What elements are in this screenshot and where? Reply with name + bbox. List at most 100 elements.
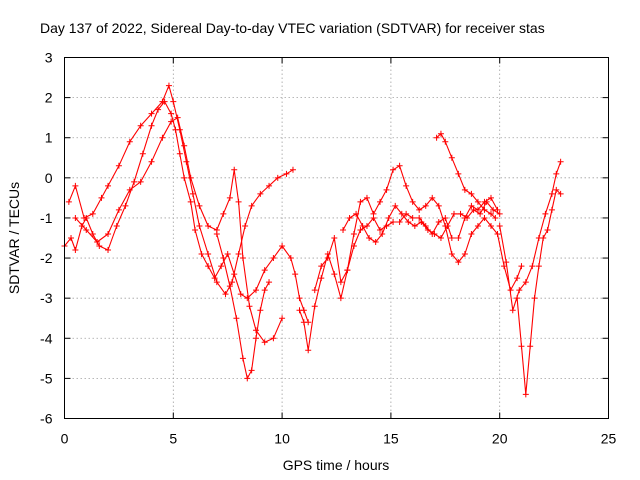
- data-point: [377, 198, 384, 205]
- data-point: [187, 198, 194, 205]
- data-point: [431, 230, 438, 237]
- data-point: [170, 98, 177, 105]
- data-point: [531, 295, 538, 302]
- data-point: [222, 291, 229, 298]
- data-point: [514, 295, 521, 302]
- data-point: [300, 319, 307, 326]
- data-point: [181, 174, 188, 181]
- data-point: [464, 214, 471, 221]
- data-point: [131, 178, 138, 185]
- data-point: [331, 235, 338, 241]
- data-point: [481, 214, 488, 221]
- data-point: [518, 263, 525, 270]
- data-point: [196, 202, 203, 209]
- data-point: [370, 210, 377, 217]
- data-point: [455, 259, 462, 266]
- grid: [64, 57, 609, 419]
- y-tick-label: 3: [45, 50, 53, 66]
- data-point: [416, 206, 423, 213]
- y-tick-label: -2: [40, 250, 53, 266]
- data-point: [444, 222, 451, 229]
- data-point: [148, 158, 155, 165]
- data-point: [461, 251, 468, 258]
- data-point: [435, 218, 442, 225]
- data-point: [289, 166, 296, 173]
- data-point: [487, 210, 494, 217]
- data-point: [187, 174, 194, 181]
- data-point: [248, 202, 255, 209]
- data-point: [242, 222, 249, 229]
- data-point: [98, 194, 105, 201]
- y-tick-label: -1: [40, 210, 53, 226]
- data-point: [398, 210, 405, 217]
- y-tick-label: 0: [45, 170, 53, 186]
- x-tick-label: 10: [274, 431, 290, 447]
- data-point: [483, 198, 490, 205]
- data-point: [474, 222, 481, 229]
- data-point: [501, 263, 508, 270]
- data-point: [174, 114, 181, 121]
- series-track-f-line: [314, 165, 523, 291]
- data-point: [416, 214, 423, 221]
- data-point: [331, 271, 338, 278]
- y-tick-label: -4: [40, 330, 53, 346]
- data-point: [252, 335, 259, 342]
- data-point: [390, 218, 397, 225]
- data-point: [68, 235, 75, 241]
- data-point: [340, 226, 347, 233]
- data-point: [548, 206, 555, 213]
- series-track-a-line: [64, 101, 309, 323]
- data-point: [244, 295, 251, 302]
- plot-frame: [64, 57, 609, 419]
- data-point: [409, 214, 416, 221]
- data-point: [224, 251, 231, 258]
- data-point: [65, 198, 72, 205]
- data-point: [411, 222, 418, 229]
- data-point: [522, 391, 529, 398]
- series-track-h-line: [436, 133, 496, 219]
- x-tick-label: 5: [169, 431, 177, 447]
- data-point: [237, 291, 244, 298]
- data-point: [189, 190, 196, 197]
- data-point: [192, 226, 199, 233]
- data-point: [474, 198, 481, 205]
- x-tick-label: 15: [383, 431, 399, 447]
- data-point: [379, 230, 386, 237]
- data-point: [159, 98, 166, 105]
- series-track-i-line: [499, 161, 562, 311]
- data-point: [311, 287, 318, 294]
- data-point: [477, 210, 484, 217]
- data-point: [468, 190, 475, 197]
- data-point: [213, 279, 220, 286]
- data-point: [274, 174, 281, 181]
- data-point: [487, 222, 494, 229]
- data-point: [503, 259, 510, 266]
- series-track-b-line: [68, 85, 294, 295]
- data-point: [137, 178, 144, 185]
- data-point: [424, 226, 431, 233]
- data-point: [457, 210, 464, 217]
- data-point: [296, 295, 303, 302]
- data-point: [213, 230, 220, 237]
- x-tick-label: 20: [492, 431, 508, 447]
- data-point: [448, 154, 455, 161]
- data-point: [535, 263, 542, 270]
- data-point: [372, 239, 379, 246]
- data-point: [105, 247, 112, 254]
- data-point: [235, 198, 242, 205]
- data-point: [233, 315, 240, 322]
- data-point: [455, 170, 462, 177]
- data-point: [383, 186, 390, 193]
- data-point: [115, 162, 122, 169]
- data-point: [490, 206, 497, 213]
- data-point: [492, 214, 499, 221]
- data-point: [435, 202, 442, 209]
- data-point: [468, 230, 475, 237]
- data-point: [548, 190, 555, 197]
- y-tick-label: -6: [40, 411, 53, 427]
- data-point: [494, 230, 501, 237]
- data-point: [83, 226, 90, 233]
- data-point: [433, 134, 440, 141]
- data-point: [344, 267, 351, 274]
